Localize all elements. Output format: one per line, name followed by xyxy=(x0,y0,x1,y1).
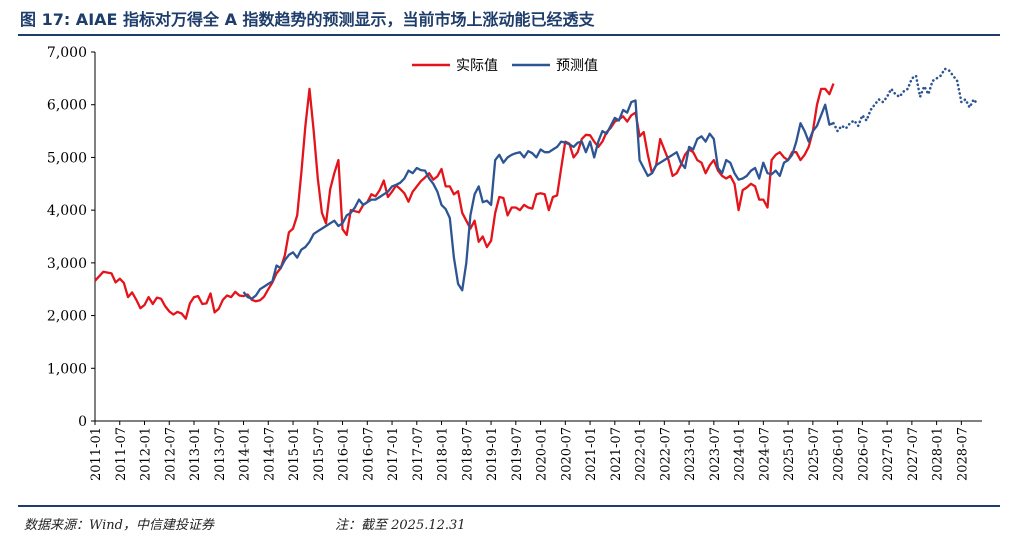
series-layer xyxy=(94,67,980,320)
x-tick-label: 2013-01 xyxy=(188,427,203,481)
x-tick-label: 2027-01 xyxy=(881,427,896,481)
page-title: 图 17: AIAE 指标对万得全 A 指数趋势的预测显示，当前市场上涨动能已经… xyxy=(20,10,595,29)
x-tick-label: 2026-01 xyxy=(832,427,847,481)
x-tick-label: 2015-07 xyxy=(312,427,327,481)
footer-divider xyxy=(18,505,1000,507)
y-tick-label: 2,000 xyxy=(47,309,87,325)
x-tick-label: 2019-07 xyxy=(510,427,525,481)
x-tick-label: 2017-01 xyxy=(386,427,401,481)
legend-forecast-label: 预测值 xyxy=(556,58,598,74)
x-tick-label: 2023-01 xyxy=(683,427,698,481)
x-tick-label: 2013-07 xyxy=(213,427,228,481)
x-tick-label: 2011-01 xyxy=(89,427,104,481)
actual-series-line xyxy=(94,83,835,320)
x-tick-label: 2025-07 xyxy=(807,427,822,481)
x-tick-label: 2017-07 xyxy=(411,427,426,481)
x-tick-label: 2014-01 xyxy=(238,427,253,481)
x-tick-label: 2027-07 xyxy=(906,427,921,481)
x-tick-label: 2023-07 xyxy=(708,427,723,481)
date-note: 注：截至 2025.12.31 xyxy=(335,518,466,533)
x-tick-label: 2024-07 xyxy=(757,427,772,481)
y-tick-label: 0 xyxy=(78,414,87,430)
x-tick-label: 2012-01 xyxy=(139,427,154,481)
legend-actual-label: 实际值 xyxy=(456,58,498,74)
x-tick-label: 2020-01 xyxy=(535,427,550,481)
source-note: 数据来源：Wind，中信建投证券 xyxy=(24,518,214,533)
x-tick-label: 2019-01 xyxy=(485,427,500,481)
forecast-series-line xyxy=(242,99,834,300)
y-tick-label: 3,000 xyxy=(47,256,87,272)
x-tick-label: 2025-01 xyxy=(782,427,797,481)
y-tick-label: 7,000 xyxy=(47,45,87,61)
x-tick-label: 2022-07 xyxy=(658,427,673,481)
x-tick-label: 2022-01 xyxy=(634,427,649,481)
axes-layer: 0 1,000 2,000 3,000 4,000 5,000 6,000 7,000 2011… xyxy=(47,45,982,481)
x-tick-label: 2016-01 xyxy=(337,427,352,481)
y-tick-label: 4,000 xyxy=(47,203,87,219)
x-tick-label: 2015-01 xyxy=(287,427,302,481)
x-tick-label: 2016-07 xyxy=(361,427,376,481)
x-tick-label: 2024-01 xyxy=(733,427,748,481)
x-tick-label: 2021-01 xyxy=(584,427,599,481)
x-tick-label: 2026-07 xyxy=(856,427,871,481)
y-tick-label: 1,000 xyxy=(47,361,87,377)
x-tick-label: 2020-07 xyxy=(559,427,574,481)
y-tick-label: 5,000 xyxy=(47,150,87,166)
x-tick-label: 2018-07 xyxy=(460,427,475,481)
forecast-line-chart: 0 1,000 2,000 3,000 4,000 5,000 6,000 7,000 2011… xyxy=(47,45,982,481)
x-tick-label: 2028-07 xyxy=(955,427,970,481)
x-tick-label: 2011-07 xyxy=(114,427,129,481)
y-tick-label: 6,000 xyxy=(47,98,87,114)
x-tick-label: 2028-01 xyxy=(931,427,946,481)
x-tick-label: 2012-07 xyxy=(163,427,178,481)
x-tick-label: 2018-01 xyxy=(436,427,451,481)
x-tick-label: 2014-07 xyxy=(262,427,277,481)
x-tick-label: 2021-07 xyxy=(609,427,624,481)
title-divider xyxy=(18,34,1000,36)
forecast-projection-line xyxy=(832,67,980,133)
legend: 实际值 预测值 xyxy=(412,58,598,74)
